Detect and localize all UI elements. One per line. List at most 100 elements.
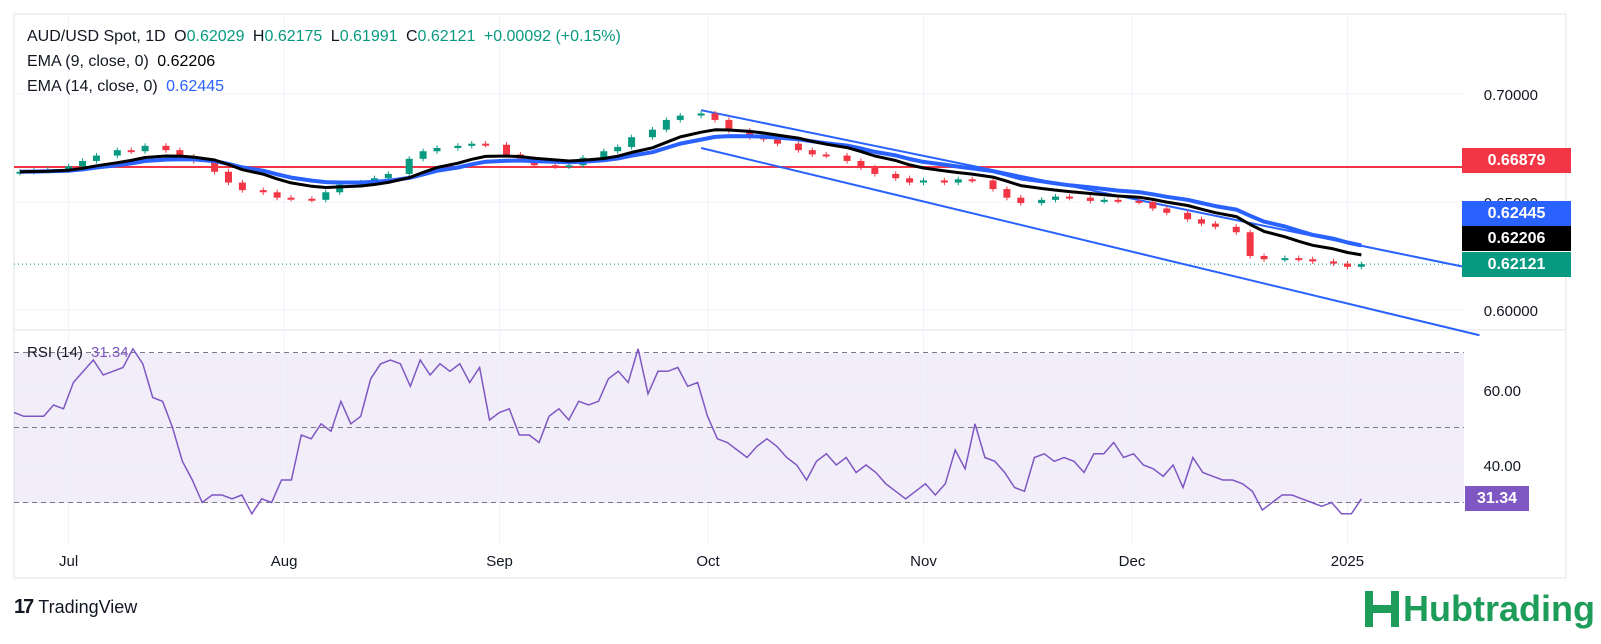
candle-body <box>843 155 851 161</box>
candle-body <box>79 160 87 167</box>
rsi-legend[interactable]: RSI (14) 31.34 <box>27 344 133 361</box>
candle-body <box>808 150 816 155</box>
rsi-line <box>13 347 1363 516</box>
grid-lines <box>14 14 1464 545</box>
candle-body <box>1163 208 1171 213</box>
x-tick-label: Sep <box>486 553 513 570</box>
tradingview-logo[interactable]: 17 TradingView <box>14 596 137 619</box>
rsi-label: RSI (14) <box>27 344 83 361</box>
candle-body <box>1003 189 1011 198</box>
high-value: 0.62175 <box>264 28 323 45</box>
candle-body <box>336 184 344 193</box>
open-value: 0.62029 <box>186 28 245 45</box>
candle-body <box>1184 212 1192 220</box>
price-pane <box>14 109 1480 337</box>
ema9-line <box>19 128 1362 257</box>
candle-body <box>1135 200 1143 203</box>
candle-body <box>454 145 462 148</box>
candle-body <box>127 150 135 153</box>
candle-body <box>225 171 232 183</box>
open-label: O <box>174 28 187 45</box>
ema14-legend[interactable]: EMA (14, close, 0) 0.62445 <box>27 78 228 96</box>
tradingview-mark-icon: 17 <box>14 596 34 618</box>
x-tick-label: Dec <box>1119 553 1146 570</box>
candle-body <box>565 165 573 168</box>
close-price-badge: 0.62121 <box>1462 252 1571 277</box>
x-tick-label: Oct <box>696 553 720 570</box>
symbol-label[interactable]: AUD/USD Spot, 1D <box>27 28 166 45</box>
candle-body <box>308 198 316 201</box>
ema9-price-badge: 0.62206 <box>1462 226 1571 251</box>
candle-body <box>1149 202 1157 209</box>
candle-body <box>468 143 476 146</box>
tradingview-wordmark: TradingView <box>38 597 138 617</box>
ema14-value: 0.62445 <box>166 78 225 95</box>
candle-body <box>1114 199 1122 202</box>
candle-body <box>162 145 170 151</box>
candle-body <box>774 139 782 144</box>
ema9-value: 0.62206 <box>157 53 216 70</box>
candle-body <box>1330 261 1338 264</box>
rsi-tick-label: 40.00 <box>1483 458 1521 475</box>
candle-body <box>968 179 976 182</box>
candle-body <box>614 146 622 152</box>
candle-body <box>92 155 100 161</box>
candle-body <box>405 158 413 174</box>
candle-body <box>238 182 246 191</box>
x-tick-label: 2025 <box>1331 553 1364 570</box>
candle-body <box>273 192 281 198</box>
candle-body <box>1246 232 1254 256</box>
candle-body <box>16 171 24 174</box>
candle-body <box>287 197 295 200</box>
candle-body <box>1086 197 1094 201</box>
candle-body <box>989 180 997 190</box>
x-tick-label: Aug <box>271 553 298 570</box>
candle-body <box>1052 196 1060 200</box>
candle-body <box>906 178 914 183</box>
chart-frame <box>13 13 1567 579</box>
candle-body <box>1038 199 1046 204</box>
candle-body <box>1281 258 1289 261</box>
ema14-label: EMA (14, close, 0) <box>27 78 158 95</box>
y-tick-label: 0.70000 <box>1484 87 1538 104</box>
candle-body <box>113 150 121 156</box>
rsi-value-badge: 31.34 <box>1465 486 1529 511</box>
rsi-pane <box>13 347 1464 516</box>
candle-body <box>600 151 608 158</box>
channel-upper-line <box>700 109 1480 272</box>
change-value: +0.00092 (+0.15%) <box>483 28 621 45</box>
candle-body <box>1232 226 1240 233</box>
hubtrading-wordmark: Hubtrading <box>1403 588 1595 629</box>
candle-body <box>871 167 879 174</box>
candle-body <box>822 154 830 157</box>
high-label: H <box>252 28 265 45</box>
candle-body <box>1065 196 1073 199</box>
ema14-line <box>19 134 1362 248</box>
resistance-price-badge: 0.66879 <box>1462 148 1571 173</box>
candle-body <box>65 166 73 170</box>
candle-body <box>1211 223 1219 227</box>
ema9-legend[interactable]: EMA (9, close, 0) 0.62206 <box>27 53 219 71</box>
candle-body <box>211 160 219 172</box>
hubtrading-logo: Hubtrading <box>1365 588 1595 630</box>
candle-body <box>1357 264 1365 267</box>
candle-body <box>857 160 865 168</box>
candle-body <box>940 180 948 183</box>
candle-body <box>746 130 754 138</box>
candle-body <box>920 180 927 183</box>
candle-body <box>628 137 636 147</box>
candle-body <box>384 173 392 179</box>
low-label: L <box>330 28 340 45</box>
hubtrading-mark-icon <box>1365 589 1400 629</box>
ohlc-header: AUD/USD Spot, 1D O0.62029 H0.62175 L0.61… <box>27 28 625 46</box>
candle-body <box>794 143 802 151</box>
candle-body <box>141 145 149 152</box>
candle-body <box>503 144 510 155</box>
candle-body <box>433 148 441 152</box>
y-tick-label: 0.60000 <box>1484 303 1538 320</box>
candle-body <box>1309 259 1317 262</box>
candle-body <box>954 179 962 183</box>
candle-body <box>725 119 733 131</box>
candle-body <box>1343 263 1351 267</box>
candle-body <box>1295 258 1303 261</box>
